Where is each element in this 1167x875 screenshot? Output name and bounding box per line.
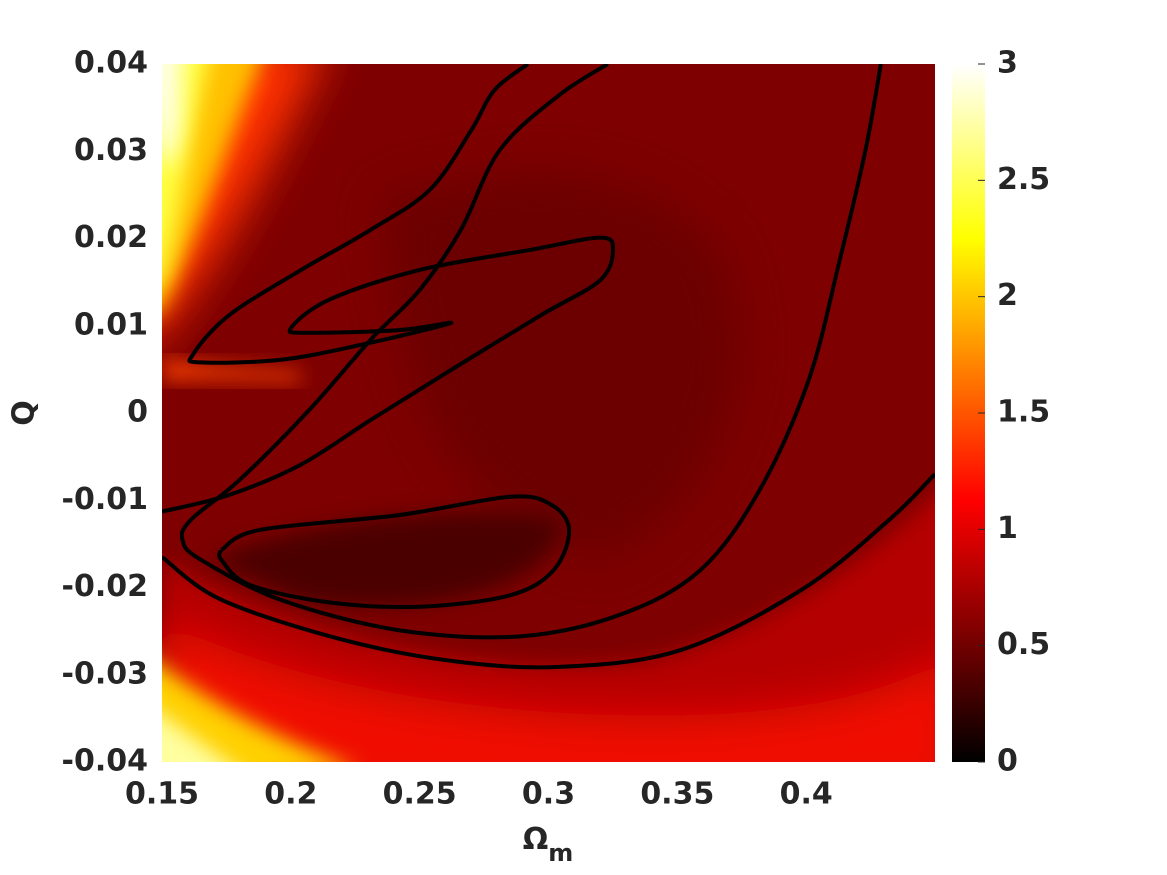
x-axis-label-main: Ω	[523, 822, 549, 857]
x-tick-label: 0.4	[780, 777, 833, 812]
y-axis-label: Q	[7, 400, 42, 426]
colorbar-tick-label: 0.5	[997, 627, 1050, 662]
colorbar-tick-label: 2	[997, 278, 1018, 313]
heatmap-field	[162, 64, 935, 762]
y-tick-label: -0.04	[62, 744, 148, 779]
y-tick-label: 0.02	[74, 220, 148, 255]
colorbar-tick-label: 0	[997, 744, 1018, 779]
contour-line	[179, 64, 883, 640]
x-tick-label: 0.15	[125, 777, 199, 812]
colorbar-tick-label: 2.5	[997, 162, 1050, 197]
y-tick-label: 0	[127, 395, 148, 430]
y-tick-label: 0.01	[74, 307, 148, 342]
x-axis-label: Ωm	[523, 822, 574, 868]
y-tick-label: 0.04	[74, 46, 148, 81]
x-tick-label: 0.25	[383, 777, 457, 812]
x-axis-label-sub: m	[548, 839, 573, 867]
x-tick-label: 0.35	[640, 777, 714, 812]
y-tick-label: -0.01	[62, 482, 148, 517]
y-tick-label: 0.03	[74, 133, 148, 168]
x-tick-label: 0.2	[264, 777, 317, 812]
colorbar-tick-label: 3	[997, 46, 1018, 81]
contour-line	[162, 64, 615, 514]
contours	[162, 64, 935, 670]
y-tick-label: -0.03	[62, 656, 148, 691]
y-tick-label: -0.02	[62, 569, 148, 604]
contour-line	[162, 472, 935, 670]
colorbar-tick-label: 1	[997, 511, 1018, 546]
contour-line	[217, 494, 572, 610]
x-tick-label: 0.3	[522, 777, 575, 812]
colorbar-tick-label: 1.5	[997, 395, 1050, 430]
